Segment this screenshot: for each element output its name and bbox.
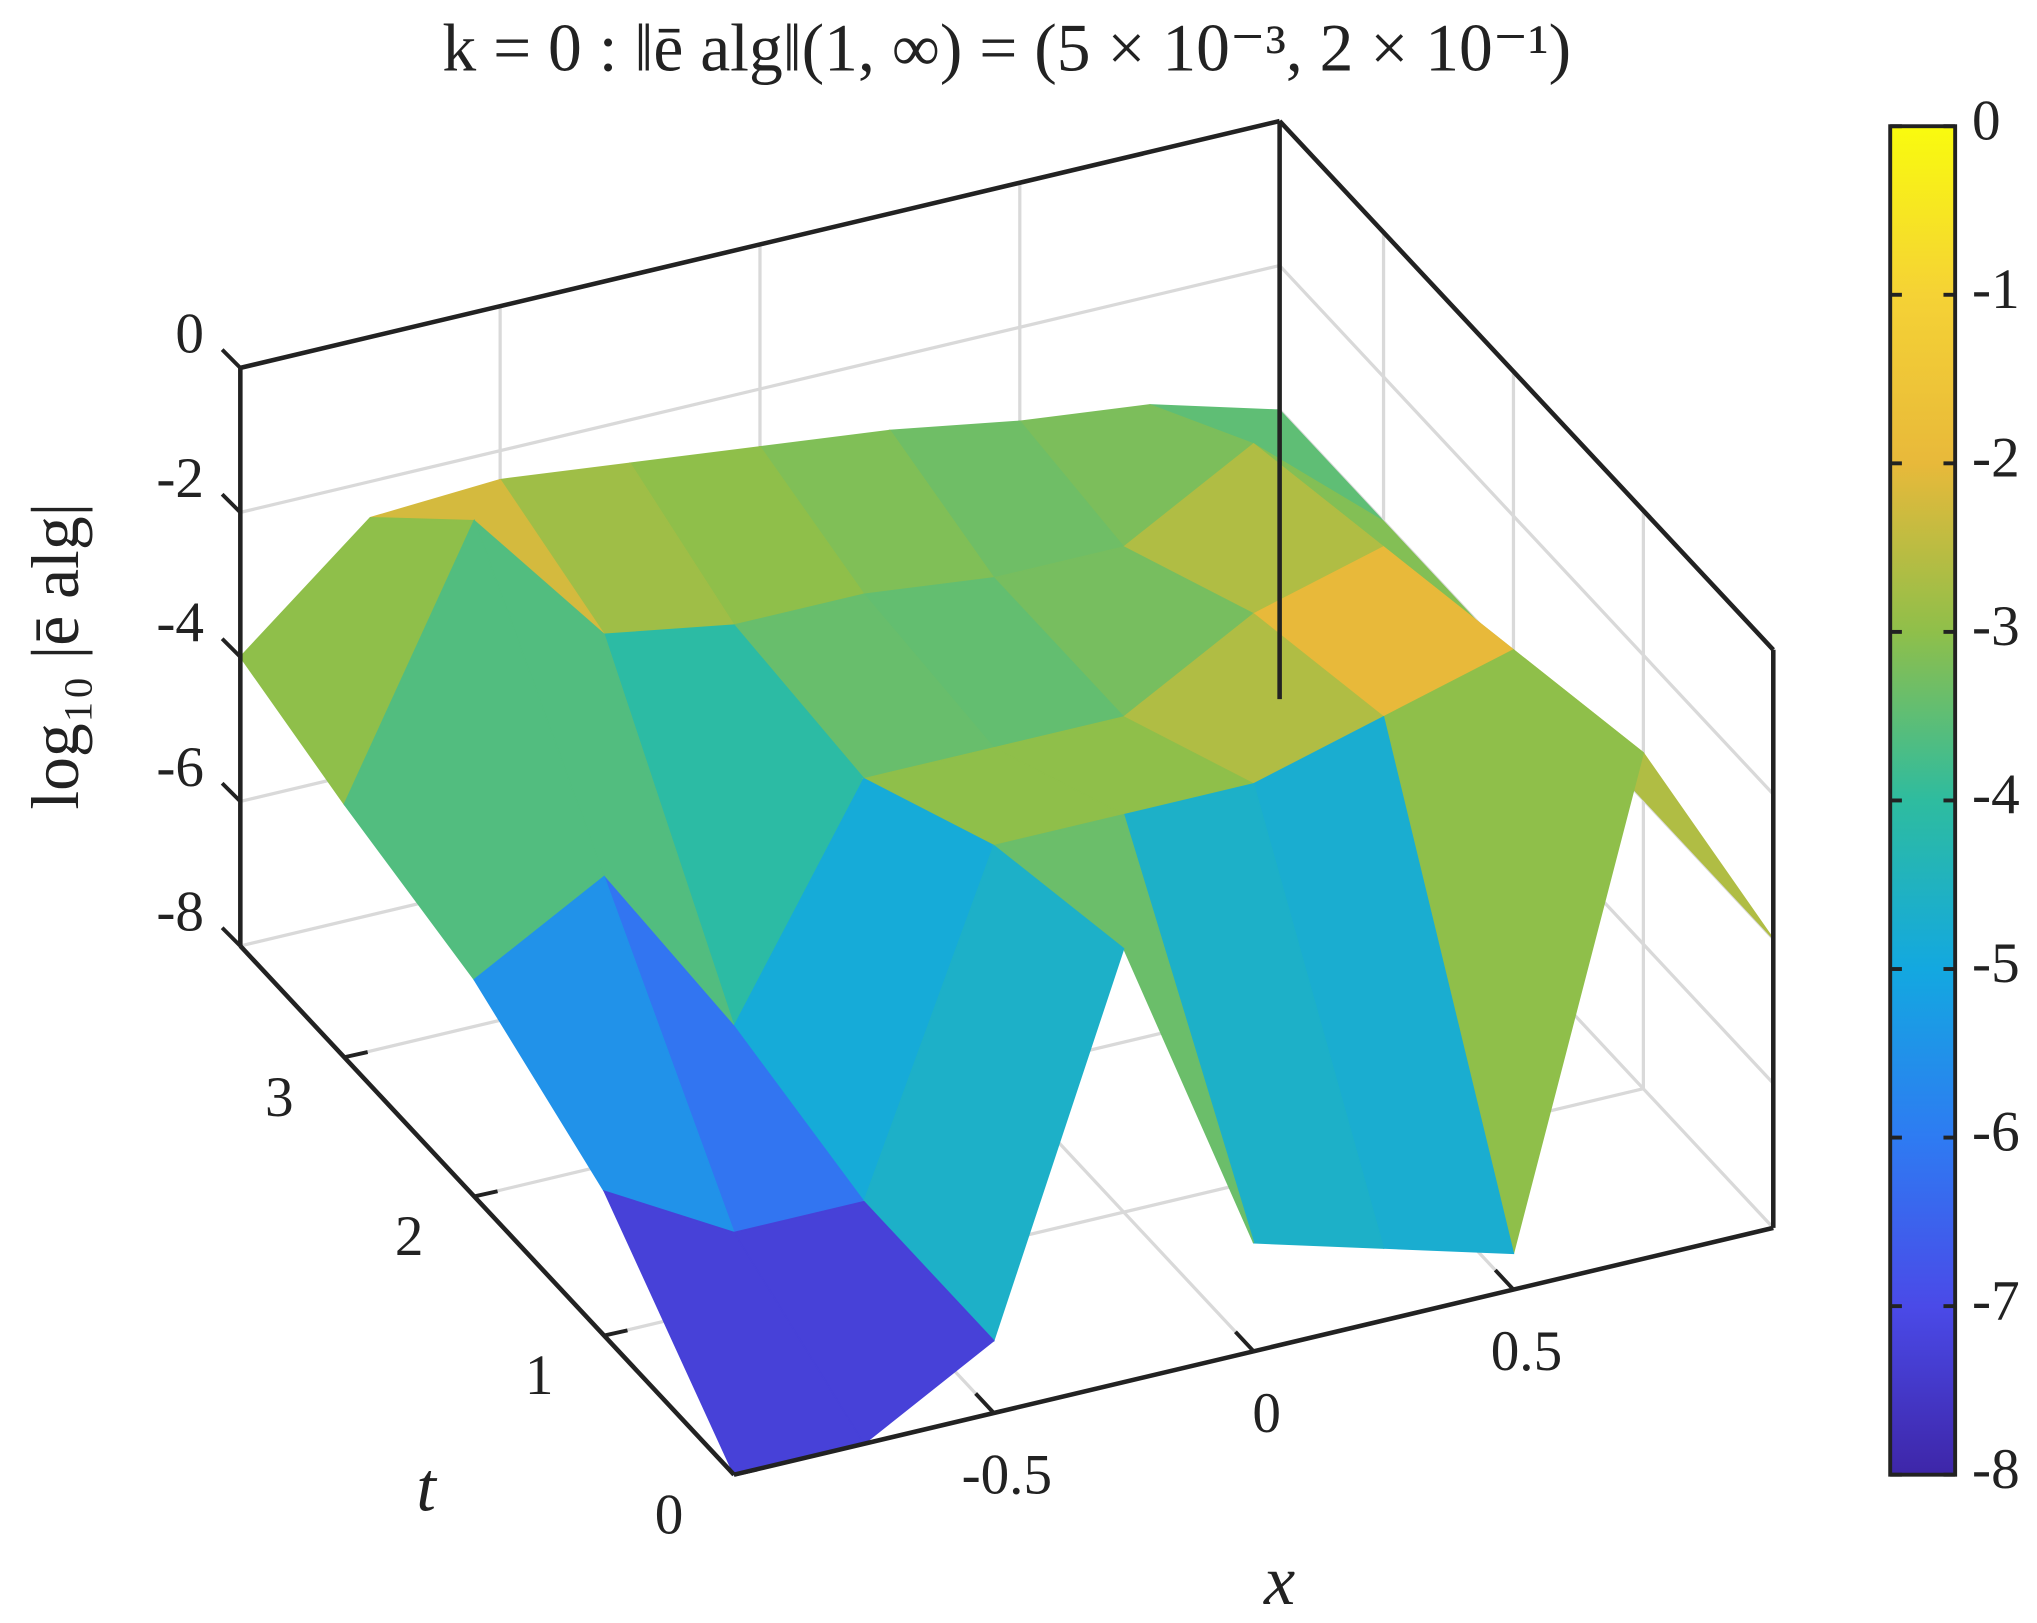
colorbar-tick-label: -6	[1972, 1101, 2020, 1164]
z-tick-label: -6	[156, 736, 204, 799]
z-tick-label: -8	[156, 881, 204, 944]
grid-line	[239, 263, 1280, 514]
x-axis-label: x	[1263, 1542, 1295, 1620]
x-tick-label: 0.5	[1491, 1320, 1562, 1383]
z-tick-label: 0	[175, 302, 204, 365]
colorbar-tick-label: -4	[1972, 764, 2020, 827]
y-tick-label: 2	[395, 1205, 424, 1268]
colorbar-tick-label: -1	[1972, 258, 2020, 321]
colorbar-tick-label: -2	[1972, 426, 2020, 489]
axis-line	[1277, 119, 1775, 652]
x-tick	[1493, 1268, 1515, 1291]
colorbar-tick-label: 0	[1972, 89, 2001, 152]
colorbar-tick-label: -7	[1972, 1269, 2020, 1332]
colorbar-tick-label: -5	[1972, 932, 2020, 995]
y-axis-label: t	[416, 1448, 437, 1526]
grid-line	[1278, 264, 1775, 796]
x-tick	[974, 1392, 996, 1415]
y-tick	[473, 1189, 498, 1199]
y-tick-label: 3	[265, 1066, 294, 1129]
z-tick	[220, 492, 242, 514]
z-tick-label: -2	[156, 447, 204, 510]
chart-title: k = 0 : ‖ē alg‖(1, ∞) = (5 × 10⁻³, 2 × 1…	[442, 10, 1571, 85]
y-tick	[733, 1467, 758, 1477]
y-tick-label: 1	[525, 1344, 554, 1407]
axis-line	[239, 118, 1281, 371]
z-tick	[220, 348, 242, 370]
x-tick	[1234, 1330, 1256, 1353]
y-tick	[603, 1328, 628, 1338]
axis-line	[238, 944, 736, 1477]
colorbar-tick-label: -8	[1972, 1438, 2020, 1501]
z-tick	[220, 781, 242, 803]
y-tick-label: 0	[655, 1483, 684, 1546]
z-tick	[220, 926, 242, 948]
x-tick-label: 0	[1252, 1382, 1281, 1445]
colorbar-tick-label: -3	[1972, 595, 2020, 658]
z-tick-label: -4	[156, 591, 204, 654]
y-tick	[343, 1050, 369, 1060]
z-axis-label: log₁₀ |ē alg|	[18, 503, 93, 810]
x-tick-label: -0.5	[962, 1444, 1052, 1507]
z-tick	[220, 637, 242, 659]
